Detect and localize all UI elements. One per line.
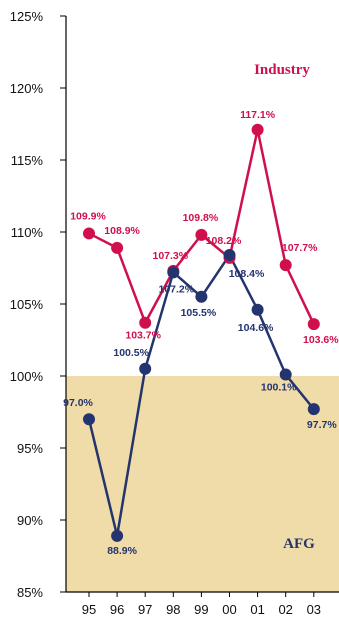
x-tick-label: 01 [250, 602, 264, 617]
x-tick-label: 00 [222, 602, 236, 617]
data-label-afg: 100.1% [261, 382, 297, 394]
data-label-industry: 107.7% [282, 242, 318, 254]
data-label-afg: 97.7% [307, 419, 337, 431]
x-tick-label: 97 [138, 602, 152, 617]
data-label-industry: 117.1% [240, 109, 276, 121]
series-markers [83, 123, 320, 542]
y-tick-label: 105% [10, 297, 44, 312]
x-tick-label: 98 [166, 602, 180, 617]
data-label-afg: 100.5% [113, 347, 149, 359]
data-point-industry [251, 123, 264, 136]
data-label-industry: 103.7% [125, 330, 161, 342]
data-label-afg: 104.6% [238, 322, 274, 334]
y-tick-label: 110% [11, 225, 44, 240]
data-point-afg [251, 303, 264, 316]
data-label-afg: 107.2% [158, 283, 194, 295]
data-label-afg: 105.5% [181, 307, 217, 319]
y-tick-label: 115% [11, 153, 44, 168]
y-tick-label: 85% [17, 585, 43, 600]
data-label-afg: 88.9% [107, 545, 137, 557]
y-tick-label: 125% [10, 9, 44, 24]
data-point-afg [279, 368, 292, 381]
series-label-afg: AFG [283, 536, 315, 552]
data-label-industry: 107.3% [152, 250, 188, 262]
tick-labels: 85% 90% 95% 100% 105% 110% 115% 120% 125% 95 96 97 9… [10, 9, 321, 617]
data-point-afg [139, 362, 152, 375]
data-point-industry [83, 227, 95, 240]
x-tick-label: 99 [194, 602, 208, 617]
data-point-afg [111, 529, 124, 542]
data-label-industry: 109.9% [70, 210, 106, 222]
x-tick-label: 96 [110, 602, 124, 617]
y-tick-label: 100% [10, 369, 44, 384]
below-100-shaded-area [66, 376, 339, 592]
data-point-afg [223, 249, 236, 262]
data-point-afg [167, 266, 180, 279]
data-label-industry: 103.6% [303, 334, 339, 346]
data-point-afg [83, 413, 95, 426]
data-point-afg [307, 403, 320, 416]
data-point-industry [195, 228, 208, 241]
data-label-industry: 109.8% [183, 212, 219, 224]
data-label-industry: 108.2% [206, 235, 242, 247]
x-tick-label: 95 [82, 602, 96, 617]
data-label-industry: 108.9% [104, 225, 140, 237]
data-point-industry [307, 318, 320, 331]
data-point-industry [139, 316, 152, 329]
data-point-industry [279, 259, 292, 272]
axes [60, 15, 339, 597]
data-label-afg: 108.4% [229, 268, 265, 280]
series-label-industry: Industry [254, 62, 310, 78]
y-tick-label: 120% [10, 81, 44, 96]
data-point-afg [195, 290, 208, 303]
x-tick-label: 02 [278, 602, 292, 617]
y-tick-label: 90% [17, 513, 43, 528]
x-tick-label: 03 [307, 602, 321, 617]
data-point-industry [111, 241, 124, 254]
data-label-afg: 97.0% [63, 397, 93, 409]
y-tick-label: 95% [17, 441, 43, 456]
data-labels: 109.9% 108.9% 103.7% 107.3% 109.8% 108.2% 117.… [63, 109, 339, 557]
